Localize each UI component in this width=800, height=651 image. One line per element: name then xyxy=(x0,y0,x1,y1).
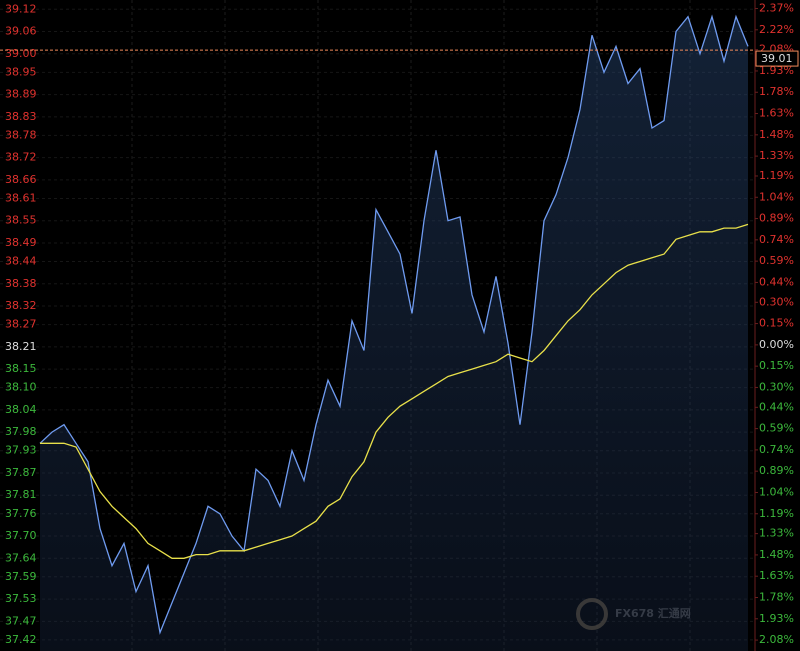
y-tick-label: 38.44 xyxy=(5,255,37,268)
y2-tick-label: 1.04% xyxy=(759,485,794,498)
y-tick-label: 38.15 xyxy=(5,362,37,375)
y-tick-label: 37.59 xyxy=(5,570,37,583)
y2-tick-label: 1.04% xyxy=(759,190,794,203)
y2-tick-label: 1.19% xyxy=(759,507,794,520)
y-tick-label: 38.21 xyxy=(5,340,37,353)
y2-tick-label: 0.89% xyxy=(759,212,794,225)
y2-tick-label: 1.33% xyxy=(759,527,794,540)
y-tick-label: 37.76 xyxy=(5,507,37,520)
y-tick-label: 37.98 xyxy=(5,425,37,438)
y2-tick-label: 2.08% xyxy=(759,633,794,646)
y2-tick-label: 0.44% xyxy=(759,275,794,288)
y-tick-label: 38.49 xyxy=(5,236,37,249)
y-tick-label: 38.89 xyxy=(5,88,37,101)
line xyxy=(40,223,749,559)
line xyxy=(39,14,749,635)
y2-tick-label: 1.78% xyxy=(759,590,794,603)
y2-tick-label: 1.48% xyxy=(759,128,794,141)
y2-tick-label: 0.00% xyxy=(759,338,794,351)
y-tick-label: 39.12 xyxy=(5,2,37,15)
y2-tick-label: 0.30% xyxy=(759,295,794,308)
y2-tick-label: 2.37% xyxy=(759,2,794,15)
y-tick-label: 38.55 xyxy=(5,214,37,227)
y-tick-label: 38.66 xyxy=(5,173,37,186)
y2-tick-label: 2.22% xyxy=(759,23,794,36)
y2-tick-label: 0.15% xyxy=(759,359,794,372)
y2-tick-label: 1.78% xyxy=(759,85,794,98)
y2-tick-label: 1.93% xyxy=(759,64,794,77)
y2-tick-label: 1.63% xyxy=(759,569,794,582)
y-tick-label: 37.42 xyxy=(5,633,37,646)
y2-tick-label: 0.59% xyxy=(759,254,794,267)
y-tick-label: 38.78 xyxy=(5,128,37,141)
y2-tick-label: 0.30% xyxy=(759,380,794,393)
y2-tick-label: 0.59% xyxy=(759,422,794,435)
y-tick-label: 37.87 xyxy=(5,466,37,479)
y2-tick-label: 1.48% xyxy=(759,548,794,561)
y-tick-label: 38.95 xyxy=(5,65,37,78)
y2-tick-label: 0.44% xyxy=(759,400,794,413)
last-price-label: 39.01 xyxy=(761,52,793,65)
y-tick-label: 39.06 xyxy=(5,25,37,38)
y2-tick-label: 0.74% xyxy=(759,233,794,246)
y-tick-label: 37.81 xyxy=(5,488,37,501)
y-tick-label: 39.00 xyxy=(5,47,37,60)
y2-tick-label: 0.89% xyxy=(759,464,794,477)
y-tick-label: 38.83 xyxy=(5,110,37,123)
y-tick-label: 38.32 xyxy=(5,299,37,312)
y2-tick-label: 1.33% xyxy=(759,149,794,162)
y-tick-label: 38.38 xyxy=(5,277,37,290)
last-price-box xyxy=(755,50,799,67)
area xyxy=(40,16,748,651)
y2-tick-label: 0.15% xyxy=(759,317,794,330)
y2-tick-label: 1.19% xyxy=(759,169,794,182)
y-tick-label: 37.53 xyxy=(5,592,37,605)
y-tick-label: 38.61 xyxy=(5,191,37,204)
y2-tick-label: 1.63% xyxy=(759,107,794,120)
y-tick-label: 38.10 xyxy=(5,381,37,394)
y2-tick-label: 0.74% xyxy=(759,443,794,456)
y2-tick-label: 1.93% xyxy=(759,612,794,625)
y-tick-label: 38.04 xyxy=(5,403,37,416)
y-tick-label: 37.93 xyxy=(5,444,37,457)
y-tick-label: 38.27 xyxy=(5,318,37,331)
y-tick-label: 37.47 xyxy=(5,614,37,627)
y-tick-label: 38.72 xyxy=(5,151,37,164)
y-tick-label: 37.70 xyxy=(5,529,37,542)
y-tick-label: 37.64 xyxy=(5,551,37,564)
